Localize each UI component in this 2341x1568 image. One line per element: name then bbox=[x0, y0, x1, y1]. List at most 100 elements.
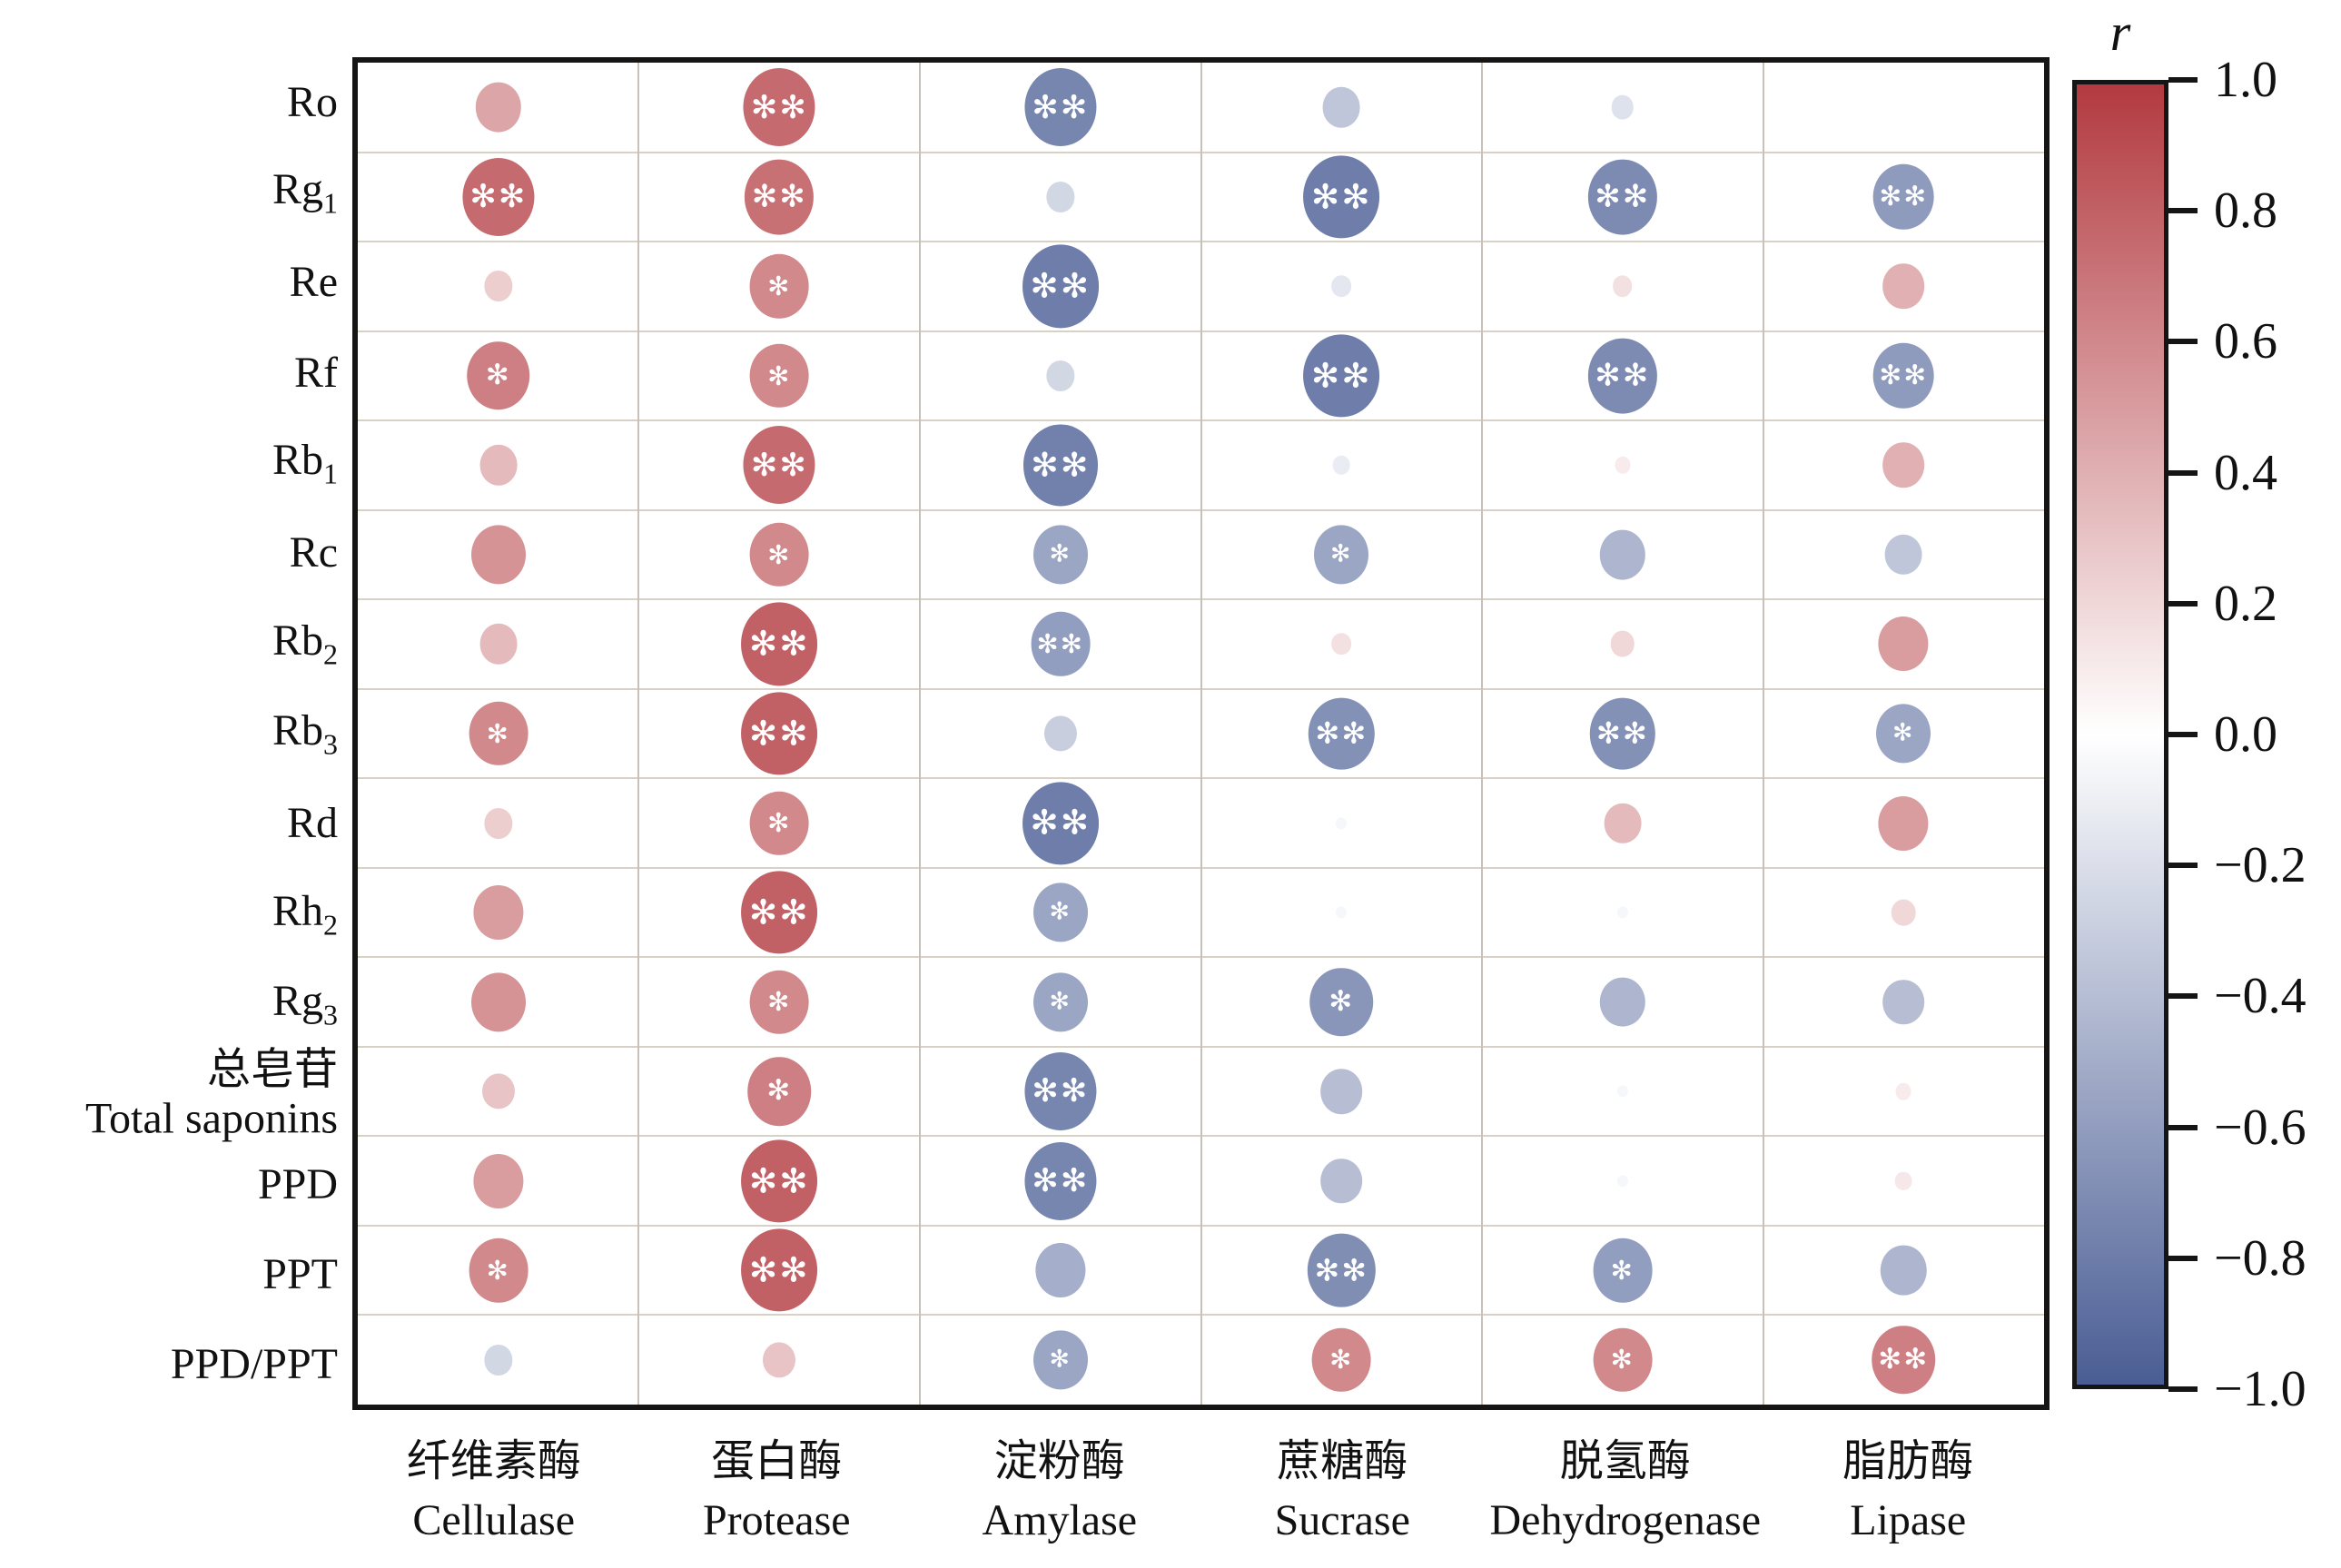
significance-stars: ✻ bbox=[1610, 1344, 1635, 1376]
significance-stars: ✻✻ bbox=[1879, 360, 1929, 391]
correlation-bubble bbox=[484, 807, 513, 839]
significance-stars: ✻ bbox=[1892, 718, 1915, 747]
correlation-bubble: ✻✻ bbox=[1872, 1325, 1936, 1395]
significance-stars: ✻ bbox=[486, 1254, 510, 1286]
colorbar-tick-label: −0.2 bbox=[2214, 837, 2306, 894]
significance-stars: ✻✻ bbox=[1310, 176, 1372, 217]
colorbar-tick bbox=[2168, 339, 2198, 345]
row-label: Re bbox=[289, 258, 338, 307]
correlation-bubble: ✻ bbox=[1032, 883, 1088, 942]
colorbar-gradient bbox=[2072, 80, 2168, 1389]
significance-stars: ✻ bbox=[767, 360, 792, 391]
correlation-bubble bbox=[1895, 1082, 1911, 1100]
correlation-bubble: ✻✻ bbox=[1872, 163, 1934, 231]
significance-stars: ✻ bbox=[767, 270, 792, 301]
correlation-bubble bbox=[1878, 795, 1929, 851]
correlation-bubble bbox=[1894, 1171, 1912, 1190]
correlation-bubble: ✻ bbox=[747, 1057, 812, 1126]
correlation-bubble bbox=[1331, 633, 1352, 656]
significance-stars: ✻✻ bbox=[1030, 802, 1091, 843]
correlation-bubble bbox=[1322, 87, 1360, 128]
correlation-bubble: ✻✻ bbox=[1587, 338, 1657, 414]
correlation-bubble bbox=[1616, 1085, 1628, 1098]
column-label-zh: 蛋白酶 bbox=[711, 1437, 843, 1485]
correlation-bubble bbox=[1035, 1243, 1086, 1298]
significance-stars: ✻ bbox=[767, 807, 792, 839]
correlation-bubble bbox=[1616, 906, 1628, 919]
correlation-bubble bbox=[470, 525, 526, 585]
colorbar-tick bbox=[2168, 1255, 2198, 1261]
grid-line-vertical bbox=[1200, 63, 1202, 1405]
significance-stars: ✻✻ bbox=[1879, 180, 1929, 212]
row-labels: Ro Rg1 Re Rf Rb1 Rc Rb2 Rb3 Rd Rh2 Rg3 总皂苷 Total sap… bbox=[0, 57, 338, 1410]
correlation-bubble bbox=[1615, 457, 1631, 474]
correlation-bubble: ✻✻ bbox=[1589, 697, 1655, 770]
significance-stars: ✻ bbox=[1049, 897, 1072, 926]
correlation-bubble bbox=[1616, 1175, 1628, 1188]
row-label: PPD bbox=[257, 1159, 338, 1208]
correlation-bubble bbox=[1611, 94, 1635, 120]
significance-stars: ✻✻ bbox=[1595, 357, 1651, 394]
colorbar-tick bbox=[2168, 1386, 2198, 1392]
correlation-bubble: ✻ bbox=[749, 343, 809, 409]
significance-stars: ✻ bbox=[486, 717, 510, 749]
significance-stars: ✻ bbox=[1049, 539, 1072, 568]
column-labels: 纤维素酶 Cellulase 蛋白酶 Protease 淀粉酶 Amylase 蔗糖酶 Suc… bbox=[352, 1433, 2050, 1568]
colorbar-tick-label: 0.4 bbox=[2214, 444, 2277, 501]
significance-stars: ✻ bbox=[1049, 1345, 1072, 1374]
correlation-bubble bbox=[1884, 534, 1922, 576]
correlation-bubble: ✻ bbox=[1309, 967, 1374, 1037]
column-label-en: Cellulase bbox=[412, 1495, 576, 1544]
correlation-bubble bbox=[1331, 275, 1352, 298]
correlation-bubble bbox=[763, 1342, 796, 1378]
column-label: 脱氢酶 Dehydrogenase bbox=[1489, 1433, 1761, 1551]
significance-stars: ✻ bbox=[1329, 1344, 1354, 1376]
correlation-bubble bbox=[1336, 906, 1348, 919]
correlation-bubble bbox=[1043, 715, 1077, 752]
correlation-bubble: ✻✻ bbox=[745, 159, 815, 235]
correlation-bubble: ✻✻ bbox=[1024, 68, 1097, 147]
correlation-bubble bbox=[1320, 1158, 1363, 1204]
correlation-bubble bbox=[481, 1073, 515, 1109]
row-label: Rh2 bbox=[272, 886, 338, 942]
correlation-bubble: ✻✻ bbox=[1587, 159, 1657, 235]
correlation-bubble: ✻✻ bbox=[741, 1228, 818, 1312]
correlation-bubble: ✻✻ bbox=[1022, 781, 1099, 865]
correlation-bubble: ✻✻ bbox=[462, 157, 535, 236]
column-label-en: Dehydrogenase bbox=[1489, 1495, 1762, 1544]
significance-stars: ✻ bbox=[766, 1074, 793, 1108]
column-label-zh: 脂肪酶 bbox=[1842, 1437, 1974, 1485]
row-label: 总皂苷 Total saponins bbox=[85, 1045, 338, 1143]
significance-stars: ✻✻ bbox=[1315, 715, 1368, 751]
significance-stars: ✻✻ bbox=[748, 713, 810, 754]
colorbar-tick-label: 0.8 bbox=[2214, 182, 2277, 240]
colorbar-tick-label: 1.0 bbox=[2214, 52, 2277, 108]
row-label: PPD/PPT bbox=[170, 1340, 338, 1389]
row-label: Rg3 bbox=[272, 976, 338, 1031]
significance-stars: ✻✻ bbox=[748, 1159, 810, 1200]
colorbar-tick-label: 0.0 bbox=[2214, 706, 2277, 763]
column-label-zh: 蔗糖酶 bbox=[1277, 1437, 1408, 1485]
colorbar-tick bbox=[2168, 1124, 2198, 1130]
colorbar-tick bbox=[2168, 993, 2198, 1000]
correlation-bubble: ✻✻ bbox=[741, 692, 818, 775]
correlation-bubble bbox=[473, 1153, 524, 1208]
column-label: 蔗糖酶 Sucrase bbox=[1275, 1433, 1410, 1551]
correlation-bubble bbox=[1881, 1245, 1927, 1296]
colorbar-tick-label: −0.8 bbox=[2214, 1229, 2306, 1287]
correlation-bubble: ✻✻ bbox=[1031, 612, 1091, 676]
correlation-bubble: ✻✻ bbox=[743, 426, 815, 505]
row-label: Rc bbox=[289, 528, 338, 577]
colorbar-tick bbox=[2168, 208, 2198, 214]
correlation-bubble bbox=[1046, 181, 1075, 212]
correlation-bubble bbox=[1046, 360, 1075, 391]
grid-line-vertical bbox=[918, 63, 921, 1405]
column-label: 淀粉酶 Amylase bbox=[982, 1433, 1137, 1551]
column-label-en: Lipase bbox=[1850, 1495, 1967, 1544]
grid-line-vertical bbox=[1480, 63, 1483, 1405]
significance-stars: ✻✻ bbox=[1310, 355, 1372, 396]
correlation-bubble bbox=[1882, 263, 1925, 310]
row-label: Rb2 bbox=[272, 616, 338, 671]
significance-stars: ✻✻ bbox=[748, 892, 810, 932]
